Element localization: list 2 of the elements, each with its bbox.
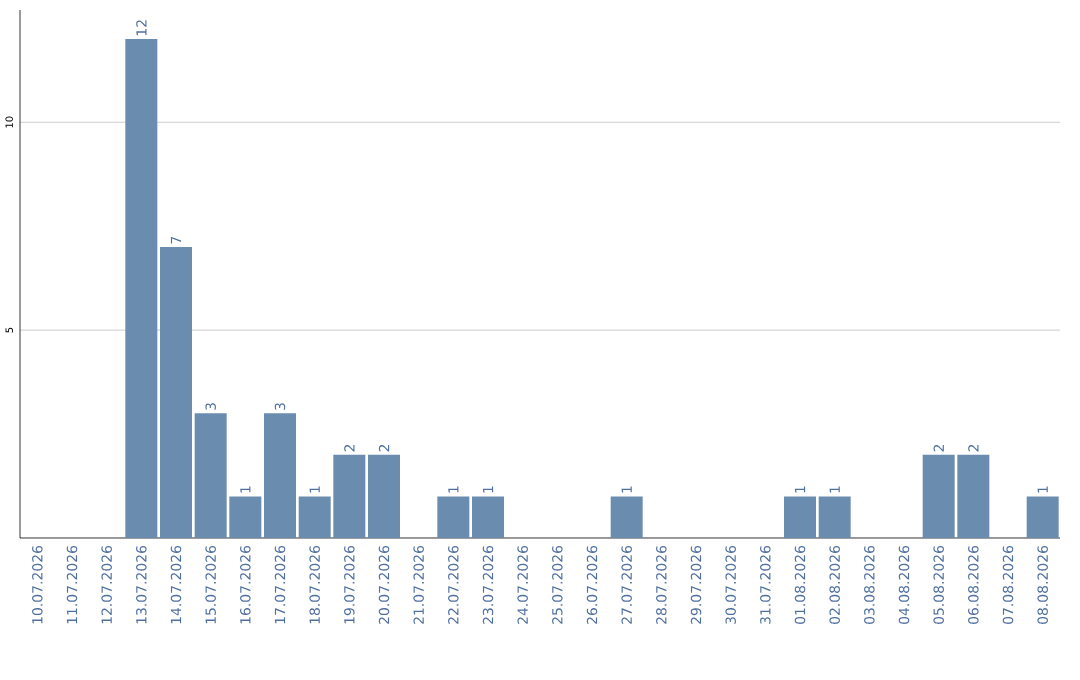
bar (1026, 496, 1059, 538)
bar (610, 496, 643, 538)
